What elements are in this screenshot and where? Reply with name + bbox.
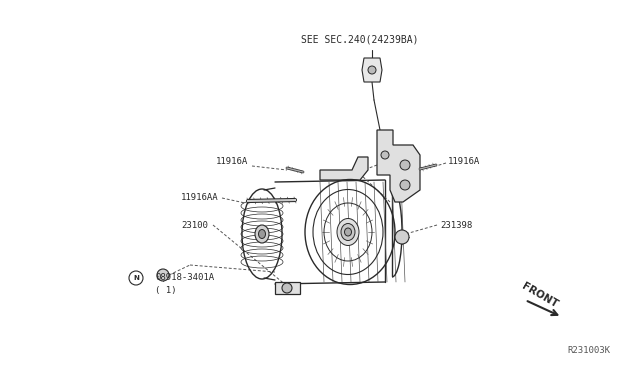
Text: 23100: 23100 xyxy=(181,221,208,230)
Ellipse shape xyxy=(341,224,355,241)
Text: R231003K: R231003K xyxy=(567,346,610,355)
Text: ( 1): ( 1) xyxy=(155,285,177,295)
Polygon shape xyxy=(275,282,300,294)
Polygon shape xyxy=(362,58,382,82)
Text: 08918-3401A: 08918-3401A xyxy=(155,273,214,282)
Text: 11916A: 11916A xyxy=(448,157,480,167)
Ellipse shape xyxy=(259,230,266,238)
Ellipse shape xyxy=(337,218,359,246)
Ellipse shape xyxy=(344,228,351,236)
Text: 11916AA: 11916AA xyxy=(180,193,218,202)
Text: N: N xyxy=(133,275,139,281)
Circle shape xyxy=(368,66,376,74)
Circle shape xyxy=(157,269,169,281)
Circle shape xyxy=(381,151,389,159)
Text: 11916A: 11916A xyxy=(216,157,248,167)
Circle shape xyxy=(400,160,410,170)
Polygon shape xyxy=(320,157,368,180)
Text: SEE SEC.240(24239BA): SEE SEC.240(24239BA) xyxy=(301,35,419,45)
Circle shape xyxy=(400,180,410,190)
Circle shape xyxy=(395,230,409,244)
Polygon shape xyxy=(377,130,420,202)
Circle shape xyxy=(282,283,292,293)
Text: 231398: 231398 xyxy=(440,221,472,230)
Ellipse shape xyxy=(255,225,269,243)
Text: FRONT: FRONT xyxy=(520,281,559,309)
